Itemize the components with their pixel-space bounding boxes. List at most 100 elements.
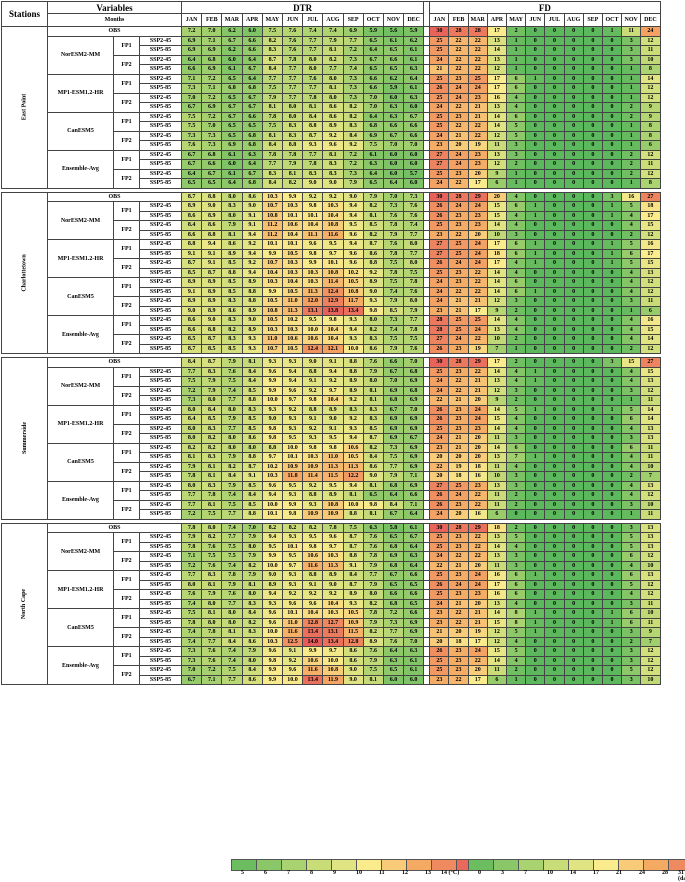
dtr-cell: 6.6 <box>403 608 425 619</box>
fd-cell: 0 <box>544 385 565 396</box>
fd-cell: 0 <box>563 229 584 240</box>
fd-cell: 5 <box>621 239 642 250</box>
fd-cell: 0 <box>525 35 546 46</box>
dtr-cell: 9.1 <box>302 579 324 590</box>
dtr-cell: 9.8 <box>302 395 324 406</box>
fd-month-mar: MAR <box>467 13 488 27</box>
fd-cell: 12 <box>486 636 508 647</box>
variables-header: Variables <box>47 1 182 14</box>
fd-cell: 0 <box>563 414 584 425</box>
dtr-cell: 6.5 <box>180 178 203 189</box>
fp-label: FP1 <box>113 239 140 259</box>
dtr-month-oct: OCT <box>362 13 384 27</box>
model-label: MP1-ESM1.2-HR <box>47 73 114 113</box>
fd-cell: 0 <box>582 452 603 463</box>
dtr-cell: 8.0 <box>180 433 203 444</box>
dtr-cell: 9.6 <box>322 532 344 543</box>
fd-cell: 0 <box>563 305 584 316</box>
dtr-cell: 6.0 <box>382 674 405 685</box>
dtr-cell: 9.6 <box>261 646 283 657</box>
dtr-cell: 8.8 <box>241 296 263 307</box>
fp-label: FP1 <box>113 532 140 552</box>
fd-cell: 0 <box>544 305 565 316</box>
fd-cell: 1 <box>601 26 623 37</box>
dtr-cell: 9.0 <box>302 178 324 189</box>
fd-cell: 0 <box>525 423 546 434</box>
fd-cell: 24 <box>429 296 450 307</box>
dtr-cell: 8.1 <box>241 579 263 590</box>
fd-cell: 21 <box>467 608 488 619</box>
fd-cell: 2 <box>505 26 527 37</box>
dtr-cell: 6.4 <box>241 73 263 84</box>
fd-cell: 0 <box>582 560 603 571</box>
fd-month-sep: SEP <box>582 13 603 27</box>
fd-cell: 0 <box>544 286 565 297</box>
fd-cell: 6 <box>505 277 527 288</box>
fd-cell: 22 <box>448 551 469 562</box>
ssp-label: SSP2-45 <box>139 277 182 288</box>
ssp-label: SSP2-45 <box>139 54 182 65</box>
dtr-cell: 10.0 <box>322 655 344 666</box>
model-label: MP1-ESM1.2-HR <box>47 404 114 444</box>
dtr-cell: 6.6 <box>403 570 425 581</box>
fd-cell: 0 <box>582 140 603 151</box>
fd-cell: 2 <box>505 395 527 406</box>
fd-cell: 15 <box>640 258 661 269</box>
fd-cell: 23 <box>448 220 469 231</box>
ssp-label: SSP5-85 <box>139 541 182 552</box>
fd-cell: 4 <box>621 589 642 600</box>
dtr-cell: 6.6 <box>403 121 425 132</box>
fd-cell: 15 <box>486 617 508 628</box>
dtr-cell: 8.1 <box>241 357 263 368</box>
fd-cell: 21 <box>467 617 488 628</box>
dtr-cell: 9.0 <box>322 579 344 590</box>
model-label: MP1-ESM1.2-HR <box>47 570 114 609</box>
dtr-cell: 7.7 <box>281 92 304 103</box>
fd-cell: 21 <box>448 305 469 316</box>
fd-cell: 22 <box>448 376 469 387</box>
dtr-cell: 9.0 <box>180 305 203 316</box>
dtr-cell: 8.5 <box>241 423 263 434</box>
dtr-cell: 5.9 <box>403 26 425 37</box>
dtr-cell: 10.9 <box>322 509 344 520</box>
fd-cell: 0 <box>544 201 565 212</box>
fd-cell: 0 <box>582 404 603 415</box>
dtr-cell: 8.1 <box>362 395 384 406</box>
fd-cell: 13 <box>640 480 661 491</box>
fd-cell: 1 <box>621 509 642 520</box>
fd-legend-tick: 17 <box>593 870 599 876</box>
fd-cell: 0 <box>525 579 546 590</box>
fd-cell: 0 <box>601 376 623 387</box>
fd-cell: 17 <box>640 248 661 259</box>
dtr-cell: 8.2 <box>241 560 263 571</box>
dtr-cell: 10.3 <box>261 636 283 647</box>
dtr-cell: 7.0 <box>180 92 203 103</box>
dtr-cell: 7.9 <box>221 579 243 590</box>
dtr-cell: 7.4 <box>180 627 203 638</box>
fd-cell: 0 <box>544 229 565 240</box>
fd-cell: 0 <box>601 627 623 638</box>
dtr-cell: 12.7 <box>322 617 344 628</box>
fd-cell: 13 <box>640 376 661 387</box>
dtr-cell: 9.3 <box>261 598 283 609</box>
dtr-cell: 6.8 <box>382 395 405 406</box>
fd-cell: 1 <box>601 201 623 212</box>
fd-cell: 24 <box>429 376 450 387</box>
months-header: Months <box>47 13 182 27</box>
dtr-cell: 9.5 <box>302 315 324 326</box>
fd-cell: 22 <box>467 35 488 46</box>
fd-cell: 13 <box>486 149 508 160</box>
fd-cell: 11 <box>640 45 661 56</box>
fd-cell: 23 <box>467 92 488 103</box>
dtr-cell: 6.9 <box>382 423 405 434</box>
dtr-cell: 7.2 <box>342 159 364 170</box>
dtr-cell: 8.2 <box>342 102 364 113</box>
dtr-cell: 9.4 <box>261 532 283 543</box>
dtr-cell: 7.3 <box>382 201 405 212</box>
fd-cell: 0 <box>544 499 565 510</box>
fd-cell: 4 <box>505 414 527 425</box>
fd-cell: 14 <box>486 220 508 231</box>
fd-cell: 20 <box>448 509 469 520</box>
dtr-cell: 7.8 <box>180 471 203 482</box>
dtr-legend-tick: 11 <box>379 870 385 876</box>
